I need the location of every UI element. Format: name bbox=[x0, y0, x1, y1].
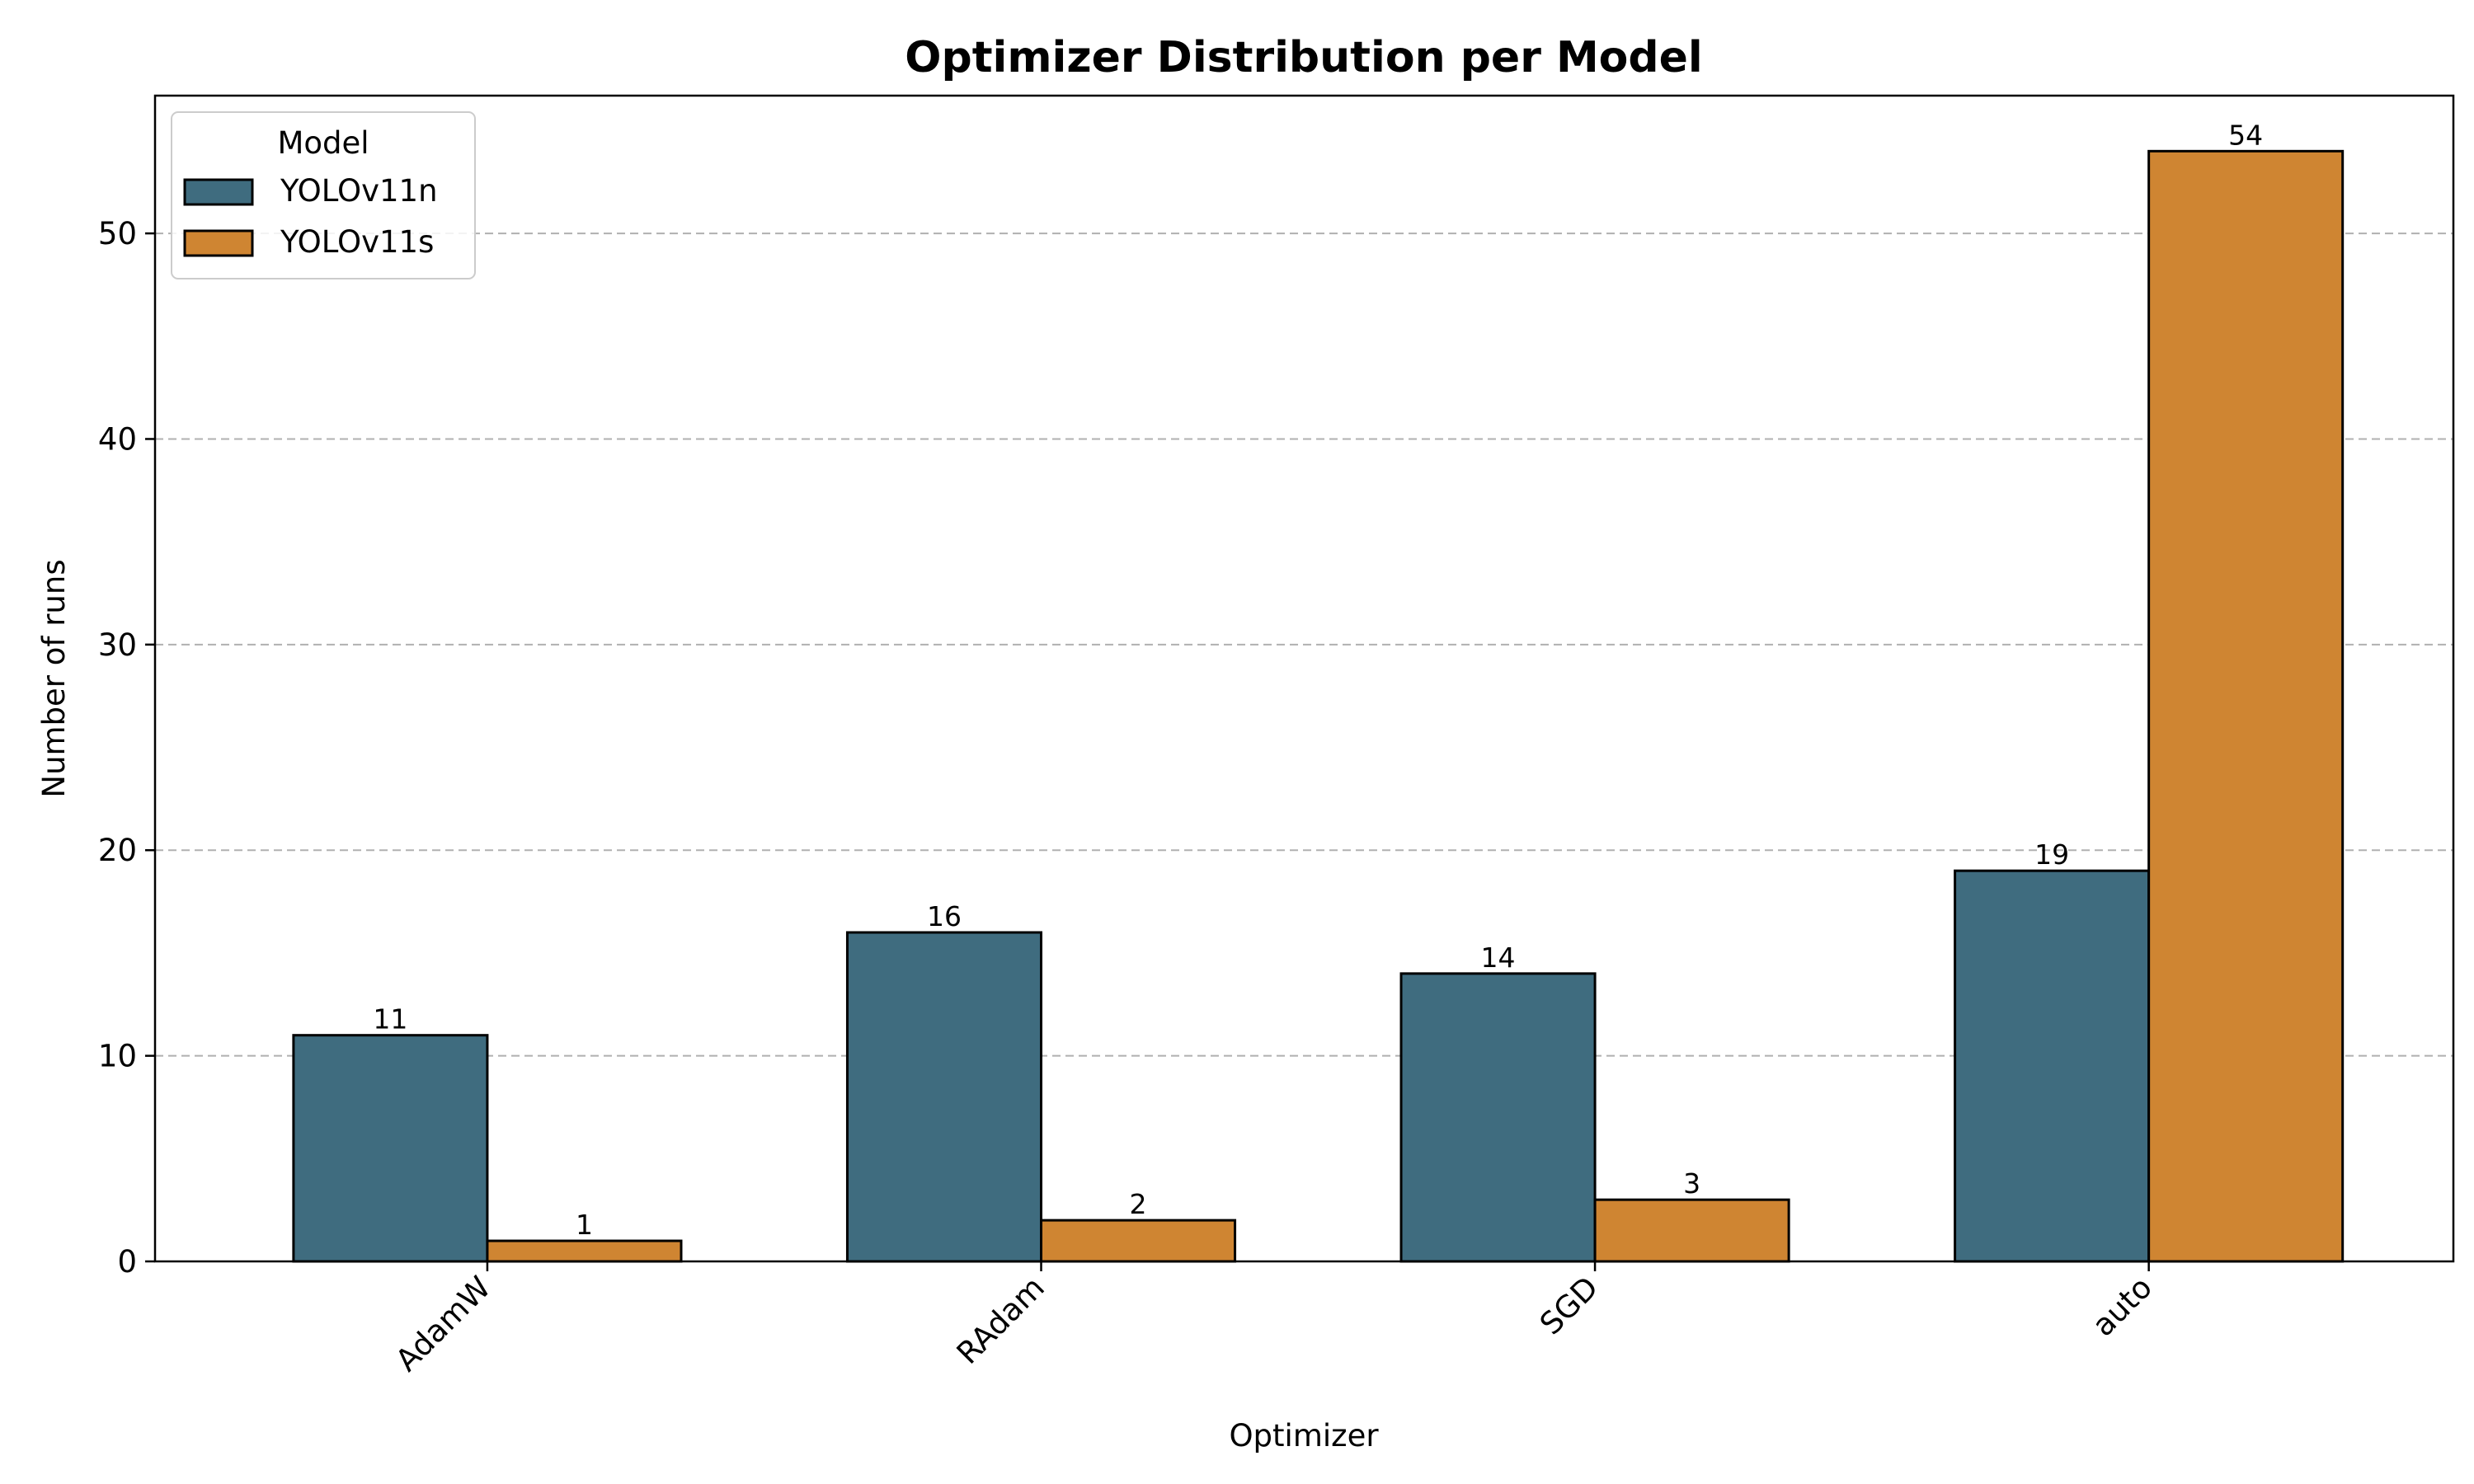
x-axis-label: Optimizer bbox=[1229, 1418, 1379, 1453]
label-layer: 11 16 14 19 1 2 3 54 bbox=[373, 119, 2263, 1241]
y-tick-label: 50 bbox=[98, 216, 137, 251]
y-tick-label: 20 bbox=[98, 833, 137, 868]
data-label: 16 bbox=[927, 900, 962, 932]
data-label: 3 bbox=[1683, 1167, 1700, 1200]
y-tick-label: 10 bbox=[98, 1039, 137, 1074]
bar-YOLOv11s-SGD bbox=[1593, 1198, 1790, 1263]
data-label: 1 bbox=[576, 1209, 593, 1241]
bar-YOLOv11n-auto bbox=[1954, 869, 2151, 1263]
bar-YOLOv11n-RAdam bbox=[845, 931, 1043, 1263]
legend-swatch bbox=[183, 229, 254, 257]
legend: Model YOLOv11n YOLOv11s bbox=[171, 111, 476, 279]
y-axis-label: Number of runs bbox=[36, 559, 72, 797]
bar-YOLOv11s-RAdam bbox=[1040, 1219, 1237, 1263]
y-tick-label: 30 bbox=[98, 627, 137, 663]
legend-label: YOLOv11n bbox=[280, 173, 438, 209]
chart-title: Optimizer Distribution per Model bbox=[905, 33, 1702, 82]
plot-frame bbox=[153, 94, 2455, 1263]
legend-title: Model bbox=[277, 125, 369, 161]
y-tick-label: 40 bbox=[98, 421, 137, 457]
data-label: 11 bbox=[373, 1003, 407, 1036]
bar-layer bbox=[292, 149, 2345, 1263]
legend-label: YOLOv11s bbox=[280, 224, 434, 260]
data-label: 19 bbox=[2034, 838, 2069, 871]
data-label: 14 bbox=[1481, 942, 1516, 974]
y-tick-label: 0 bbox=[117, 1244, 137, 1280]
bar-YOLOv11s-auto bbox=[2147, 149, 2345, 1263]
data-label: 2 bbox=[1130, 1188, 1147, 1220]
legend-swatch bbox=[183, 178, 254, 206]
data-label: 54 bbox=[2228, 119, 2263, 151]
bar-YOLOv11s-AdamW bbox=[486, 1239, 683, 1263]
bar-YOLOv11n-SGD bbox=[1399, 972, 1597, 1263]
bar-YOLOv11n-AdamW bbox=[292, 1034, 489, 1263]
